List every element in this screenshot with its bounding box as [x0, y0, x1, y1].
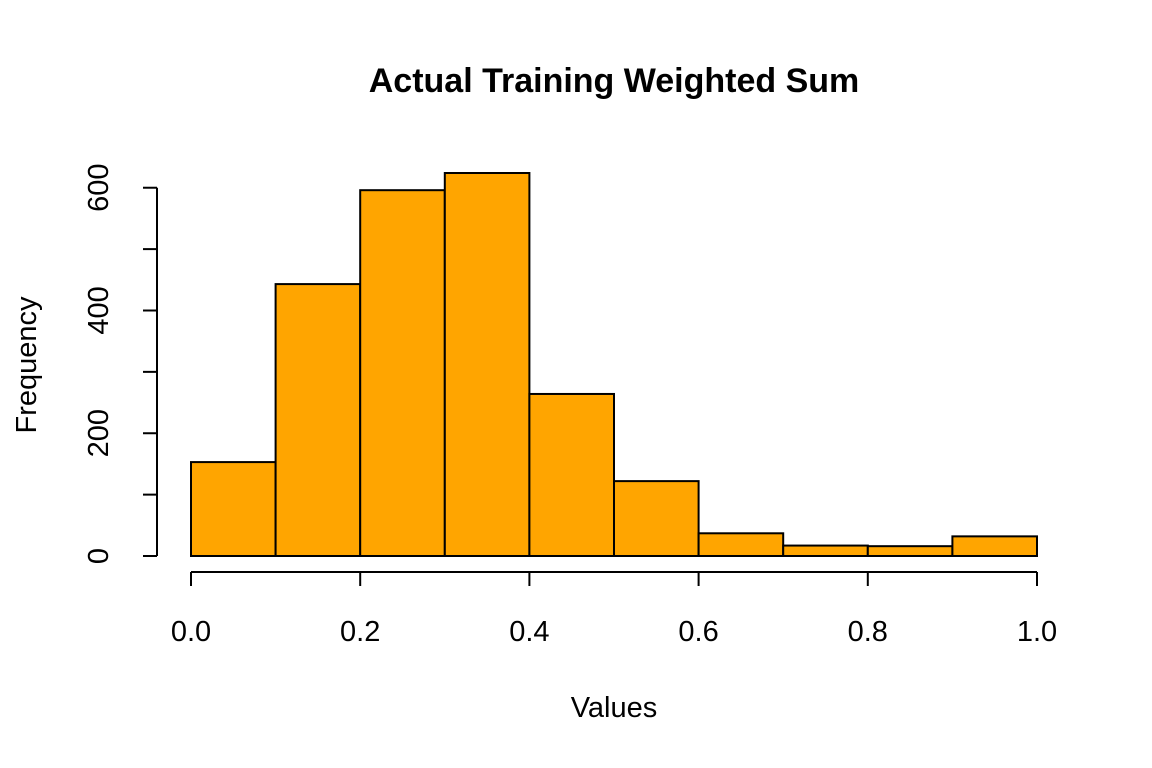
histogram-bar: [613, 480, 700, 557]
x-tick-label: 0.2: [340, 616, 380, 648]
histogram-bar: [951, 535, 1039, 557]
histogram-bar: [866, 545, 954, 558]
histogram-bar: [782, 544, 869, 558]
histogram-bar: [274, 283, 362, 557]
y-axis: 0 200 400 600: [83, 164, 158, 564]
chart-title: Actual Training Weighted Sum: [369, 62, 860, 100]
y-tick-label: 200: [83, 409, 115, 457]
x-tick-label: 0.8: [848, 616, 888, 648]
x-axis: 0.0 0.2 0.4 0.6 0.8 1.0: [171, 571, 1057, 648]
x-tick-label: 0.4: [509, 616, 549, 648]
histogram-bar: [190, 461, 277, 557]
y-tick-label: 0: [83, 548, 115, 564]
bars-group: [190, 172, 1039, 558]
histogram-bar: [528, 392, 616, 558]
histogram-bar: [697, 532, 785, 557]
x-axis-label: Values: [571, 692, 658, 724]
x-tick-label: 1.0: [1017, 616, 1057, 648]
x-tick-label: 0.0: [171, 616, 211, 648]
x-tick-label: 0.6: [678, 616, 718, 648]
y-tick-label: 400: [83, 286, 115, 334]
y-axis-label: Frequency: [11, 296, 43, 434]
y-tick-label: 600: [83, 164, 115, 212]
histogram-bar: [443, 172, 531, 557]
histogram-bar: [359, 189, 446, 558]
